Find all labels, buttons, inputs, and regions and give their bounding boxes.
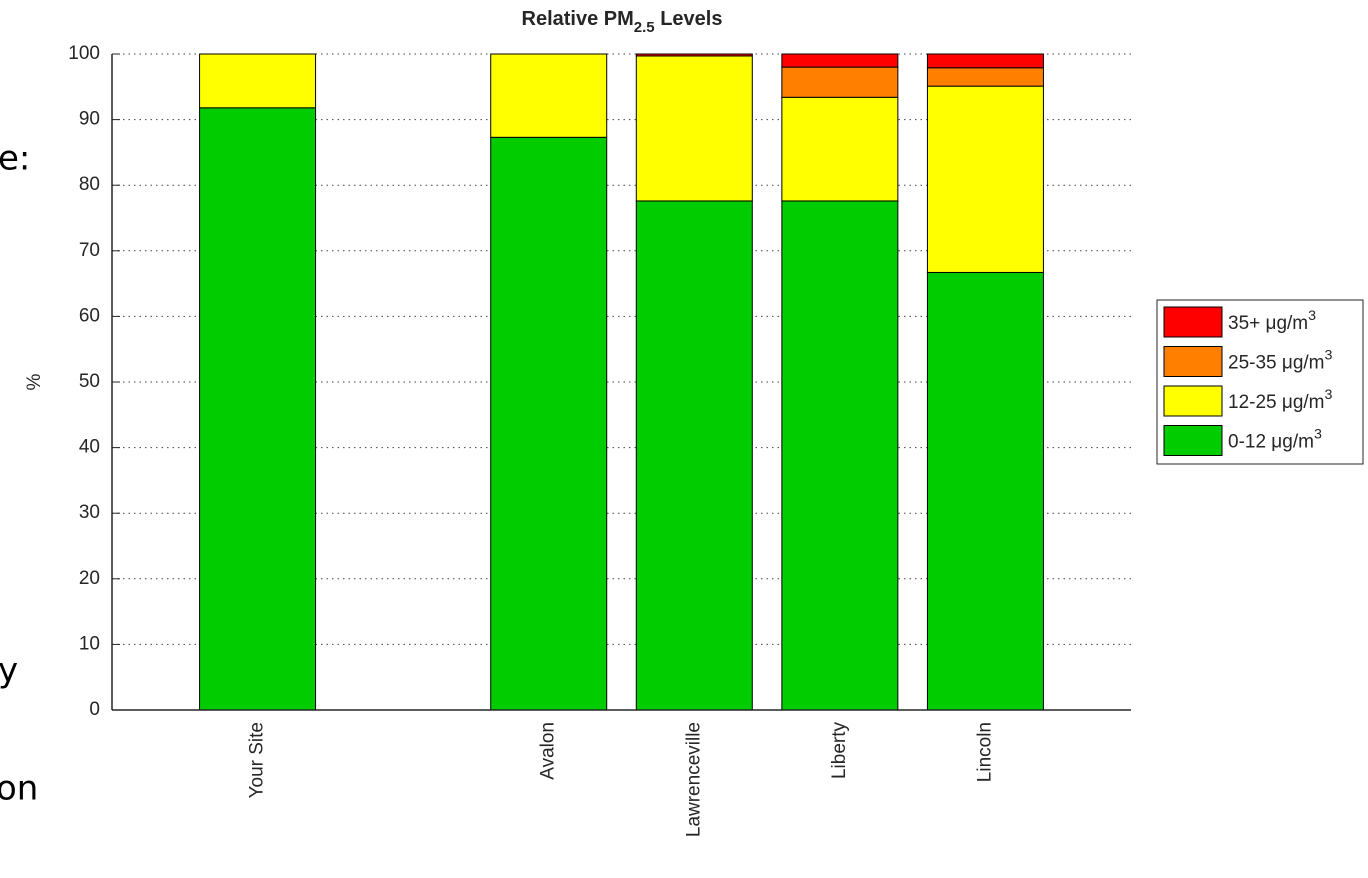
y-tick-label: 30 <box>79 502 100 523</box>
legend-label: 25-35 μg/m3 <box>1228 347 1333 373</box>
x-tick-label: Liberty <box>829 722 850 780</box>
bar-segment <box>635 200 753 711</box>
bar-segment <box>781 96 899 202</box>
bar-segment <box>490 53 608 138</box>
slide-fragment: y <box>0 651 18 691</box>
y-tick-label: 80 <box>79 174 100 195</box>
bar-segment <box>926 85 1044 273</box>
slide-fragment: on <box>0 769 38 809</box>
x-tick-label: Your Site <box>247 722 268 798</box>
x-tick-label: Lawrenceville <box>683 722 704 837</box>
bar-segment <box>199 53 317 109</box>
slide-fragment: e: <box>0 139 30 179</box>
x-tick-label: Avalon <box>538 722 559 780</box>
legend-swatch <box>1163 346 1223 377</box>
y-axis-label: % <box>24 373 45 390</box>
bar-segment <box>635 55 753 202</box>
bar-segment <box>926 271 1044 711</box>
legend-swatch <box>1163 385 1223 417</box>
bar-segment <box>781 53 899 68</box>
y-tick-label: 60 <box>79 305 100 326</box>
y-tick-label: 100 <box>68 43 100 64</box>
y-tick-label: 20 <box>79 568 100 589</box>
bar-segment <box>781 200 899 711</box>
bar-segment <box>199 107 317 711</box>
bar-segment <box>926 53 1044 69</box>
x-tick-label: Lincoln <box>974 722 995 782</box>
legend-swatch <box>1163 425 1223 456</box>
chart-title: Relative PM2.5 Levels <box>522 8 723 36</box>
y-tick-label: 70 <box>79 240 100 261</box>
bar-segment <box>635 53 753 57</box>
legend-label: 0-12 μg/m3 <box>1228 426 1322 452</box>
y-tick-label: 40 <box>79 437 100 458</box>
y-tick-label: 0 <box>89 699 100 720</box>
y-tick-label: 90 <box>79 109 100 130</box>
bar-segment <box>926 67 1044 87</box>
bar-segment <box>781 66 899 98</box>
legend-label: 12-25 μg/m3 <box>1228 387 1333 413</box>
y-tick-label: 10 <box>79 633 100 654</box>
bar-segment <box>490 136 608 711</box>
y-tick-label: 50 <box>79 371 100 392</box>
legend-label: 35+ μg/m3 <box>1228 308 1316 334</box>
legend-swatch <box>1163 306 1223 338</box>
